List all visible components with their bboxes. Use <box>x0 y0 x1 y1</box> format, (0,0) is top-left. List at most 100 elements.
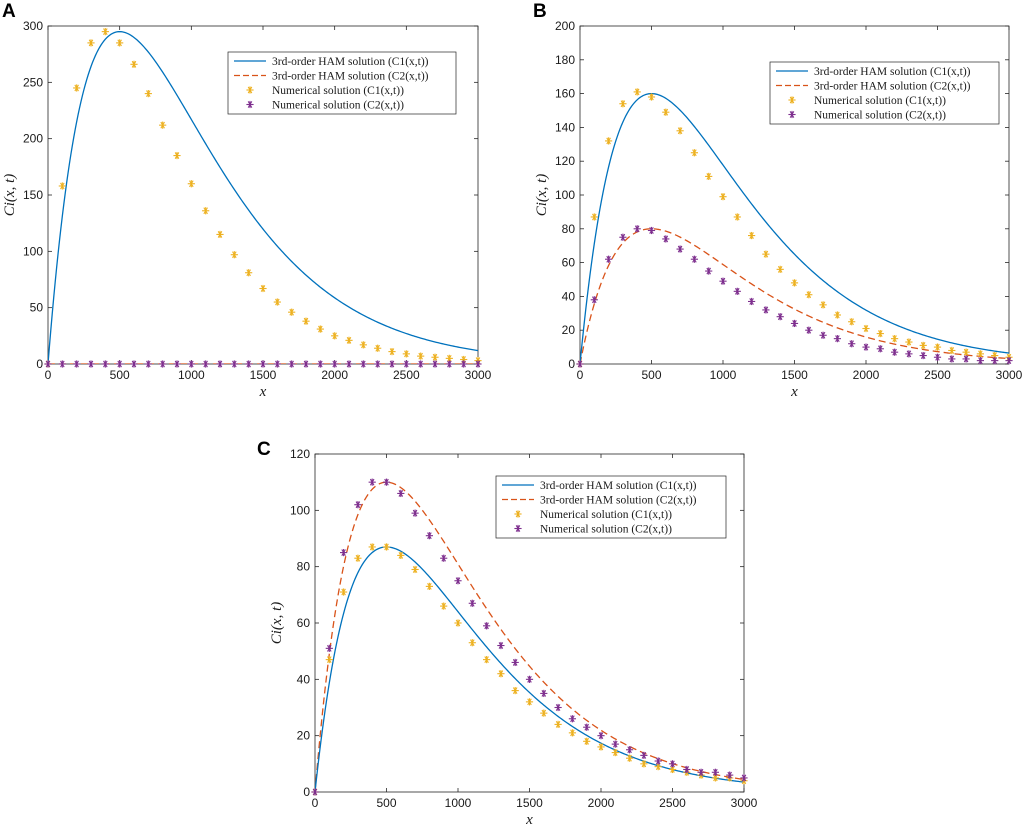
legend-label: Numerical solution (C1(x,t)) <box>272 85 404 97</box>
numerical-c1-point <box>640 760 648 768</box>
numerical-c2-point <box>87 360 95 368</box>
y-tick-label: 100 <box>555 188 575 202</box>
numerical-c1-point <box>288 308 296 316</box>
y-tick-label: 20 <box>562 323 576 337</box>
panel-letter-a: A <box>2 1 16 22</box>
numerical-c1-point <box>933 343 942 351</box>
numerical-c2-point <box>991 357 999 365</box>
numerical-c1-point <box>359 341 367 349</box>
x-tick-label: 2500 <box>393 368 420 382</box>
x-tick-label: 1000 <box>445 796 472 810</box>
numerical-c2-point <box>697 768 705 776</box>
numerical-c1-point <box>583 737 591 745</box>
numerical-c1-point <box>216 230 224 239</box>
numerical-c2-point <box>568 715 576 723</box>
legend-label: 3rd-order HAM solution (C1(x,t)) <box>540 480 697 492</box>
numerical-c1-point <box>382 543 391 551</box>
numerical-c2-point <box>862 343 870 351</box>
numerical-c1-point <box>425 582 433 590</box>
numerical-c2-point <box>359 360 367 368</box>
y-axis-label: Ci(x, t) <box>269 602 285 645</box>
numerical-c2-point <box>474 360 482 368</box>
numerical-c1-point <box>402 350 410 358</box>
numerical-c1-point <box>87 39 95 47</box>
numerical-c2-point <box>683 765 691 774</box>
y-tick-label: 0 <box>303 785 310 799</box>
legend-swatch-num-c1 <box>246 86 254 94</box>
numerical-c2-point <box>583 723 591 731</box>
numerical-c2-point <box>187 360 195 368</box>
x-tick-label: 2500 <box>659 796 686 810</box>
y-tick-label: 60 <box>562 256 576 270</box>
numerical-c1-point <box>554 720 562 728</box>
numerical-c2-point <box>848 340 856 348</box>
numerical-c2-point <box>762 306 770 314</box>
numerical-c1-point <box>690 149 698 157</box>
x-tick-label: 2500 <box>924 368 951 382</box>
y-tick-label: 40 <box>562 289 576 303</box>
numerical-c1-point <box>431 353 439 361</box>
x-tick-label: 2000 <box>853 368 880 382</box>
numerical-c1-point <box>159 121 167 129</box>
numerical-c1-point <box>976 350 984 358</box>
y-tick-label: 80 <box>562 222 576 236</box>
numerical-c1-point <box>302 317 310 325</box>
numerical-c2-point <box>525 675 534 683</box>
numerical-c2-point <box>316 360 324 368</box>
numerical-c2-point <box>431 360 439 368</box>
numerical-c1-point <box>388 348 396 356</box>
panel-b: 0 500 1000 1500 2000 2500 3000 0 20 40 60 80 100 120 1… <box>534 19 1023 400</box>
legend-box <box>227 51 457 115</box>
legend-swatch-num-c2 <box>514 524 522 533</box>
numerical-c2-point <box>876 345 884 353</box>
numerical-c1-point <box>590 213 598 221</box>
numerical-c1-point <box>316 325 324 333</box>
y-tick-label: 200 <box>555 19 575 33</box>
numerical-c2-point <box>705 267 713 275</box>
y-tick-label: 0 <box>36 357 43 371</box>
numerical-c1-point <box>73 84 81 92</box>
numerical-c2-point <box>1005 357 1013 365</box>
numerical-c1-point <box>833 311 841 319</box>
numerical-c2-point <box>402 360 410 368</box>
numerical-c1-point <box>891 335 899 343</box>
numerical-c2-point <box>354 501 362 509</box>
numerical-c2-point <box>374 360 382 368</box>
y-tick-label: 140 <box>555 120 575 134</box>
numerical-c1-point <box>468 639 476 647</box>
numerical-c1-point <box>568 729 576 737</box>
numerical-c1-point <box>619 100 627 108</box>
numerical-c1-point <box>748 231 756 240</box>
x-tick-label: 2000 <box>588 796 615 810</box>
numerical-c1-point <box>819 301 827 309</box>
numerical-c1-point <box>905 338 913 346</box>
x-tick-label: 1000 <box>178 368 205 382</box>
numerical-c1-point <box>511 687 519 695</box>
y-axis-label: Ci(x, t) <box>534 174 550 217</box>
numerical-c1-point <box>719 193 727 201</box>
numerical-c2-point <box>288 360 296 368</box>
x-tick-label: 1500 <box>516 796 543 810</box>
numerical-c2-point <box>130 360 138 368</box>
numerical-c1-point <box>331 332 339 340</box>
numerical-c1-point <box>245 269 253 277</box>
y-tick-label: 50 <box>30 301 44 315</box>
legend-swatch-num-c2 <box>246 100 254 109</box>
numerical-c2-point <box>833 335 841 343</box>
numerical-c1-point <box>647 93 656 101</box>
numerical-c2-point <box>417 360 425 368</box>
numerical-c1-point <box>440 602 448 610</box>
numerical-c2-point <box>116 360 124 368</box>
legend: 3rd-order HAM solution (C1(x,t)) 3rd-orde… <box>227 51 457 115</box>
legend: 3rd-order HAM solution (C1(x,t)) 3rd-orde… <box>769 61 1000 125</box>
y-tick-label: 120 <box>555 154 575 168</box>
numerical-c2-point <box>805 326 813 334</box>
legend-swatch-num-c1 <box>788 96 796 104</box>
x-axis-label: x <box>790 384 798 400</box>
numerical-c1-point <box>733 213 741 221</box>
numerical-c1-point <box>711 774 719 782</box>
numerical-c2-point <box>454 577 462 585</box>
y-tick-label: 60 <box>297 616 311 630</box>
numerical-c2-point <box>733 287 741 295</box>
